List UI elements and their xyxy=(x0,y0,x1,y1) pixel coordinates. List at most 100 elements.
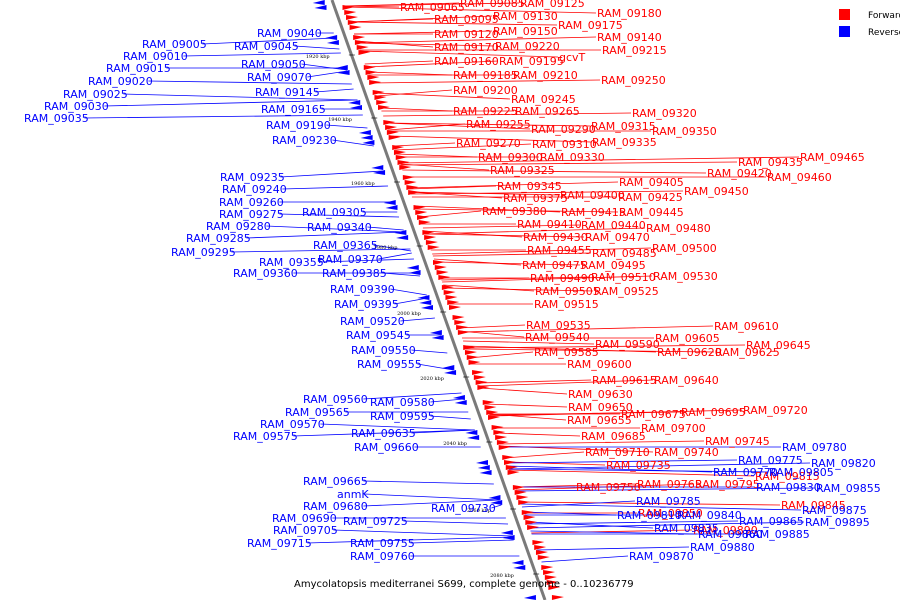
reverse-gene-glyph xyxy=(488,495,501,500)
gene-label-RAM_09165: RAM_09165 xyxy=(261,103,326,116)
gene-label-RAM_09230: RAM_09230 xyxy=(272,134,337,147)
gene-label-RAM_09675: RAM_09675 xyxy=(621,408,686,421)
forward-gene-glyph xyxy=(477,385,490,390)
gene-label-RAM_09140: RAM_09140 xyxy=(597,31,662,44)
gene-label-RAM_09415: RAM_09415 xyxy=(561,206,626,219)
forward-gene-glyph xyxy=(402,175,415,180)
gene-label-RAM_09645: RAM_09645 xyxy=(746,339,811,352)
forward-gene-glyph xyxy=(518,500,531,505)
reverse-gene-glyph xyxy=(335,65,348,70)
forward-gene-glyph xyxy=(521,510,534,515)
gene-label-RAM_09330: RAM_09330 xyxy=(540,151,605,164)
leader-line xyxy=(516,487,816,492)
forward-gene-glyph xyxy=(463,345,476,350)
reverse-gene-glyph xyxy=(373,170,386,175)
reverse-gene-glyph xyxy=(326,40,339,45)
forward-gene-glyph xyxy=(418,220,431,225)
forward-gene-glyph xyxy=(495,435,508,440)
leader-line xyxy=(202,37,336,45)
reverse-gene-glyph xyxy=(371,165,384,170)
leader-line xyxy=(423,230,523,238)
gene-label-RAM_09180: RAM_09180 xyxy=(597,7,662,20)
gene-label-RAM_09700: RAM_09700 xyxy=(641,422,706,435)
leader-line xyxy=(307,70,348,78)
gene-label-RAM_09880: RAM_09880 xyxy=(690,541,755,554)
gene-label-RAM_09210: RAM_09210 xyxy=(513,69,578,82)
gene-label-RAM_09735: RAM_09735 xyxy=(606,459,671,472)
axis-tick-label: 2020 kbp xyxy=(420,376,444,382)
forward-gene-glyph xyxy=(464,350,477,355)
gene-label-RAM_09725: RAM_09725 xyxy=(343,515,408,528)
gene-label-RAM_09770: RAM_09770 xyxy=(713,466,778,479)
gene-label-RAM_09745: RAM_09745 xyxy=(705,435,770,448)
forward-gene-glyph xyxy=(374,95,387,100)
gene-label-RAM_09775: RAM_09775 xyxy=(738,454,803,467)
forward-gene-glyph xyxy=(452,315,465,320)
forward-gene-glyph xyxy=(438,275,451,280)
gene-label-RAM_09620: RAM_09620 xyxy=(657,346,722,359)
forward-gene-glyph xyxy=(502,455,515,460)
gene-label-RAM_09410: RAM_09410 xyxy=(517,218,582,231)
gene-label-RAM_09585: RAM_09585 xyxy=(534,346,599,359)
gene-label-RAM_09010: RAM_09010 xyxy=(123,50,188,63)
forward-gene-glyph xyxy=(372,90,385,95)
forward-gene-glyph xyxy=(417,215,430,220)
gene-label-RAM_09375: RAM_09375 xyxy=(503,192,568,205)
leader-line xyxy=(357,42,495,47)
reverse-swatch xyxy=(839,26,850,37)
forward-gene-glyph xyxy=(392,145,405,150)
forward-gene-glyph xyxy=(525,520,538,525)
leader-line xyxy=(293,429,475,437)
leader-line xyxy=(246,231,405,239)
leader-line xyxy=(326,124,368,129)
reverse-gene-glyph xyxy=(408,270,421,275)
leader-line xyxy=(411,429,475,434)
reverse-gene-glyph xyxy=(479,470,492,475)
gene-label-RAM_09355: RAM_09355 xyxy=(259,256,324,269)
gene-label-RAM_09780: RAM_09780 xyxy=(782,441,847,454)
leader-line xyxy=(380,107,453,112)
reverse-gene-glyph xyxy=(454,400,467,405)
gene-label-RAM_09885: RAM_09885 xyxy=(745,528,810,541)
gene-label-RAM_09795: RAM_09795 xyxy=(695,478,760,491)
gene-label-RAM_09570: RAM_09570 xyxy=(260,418,325,431)
forward-gene-glyph xyxy=(346,15,359,20)
leader-line xyxy=(390,135,592,143)
forward-gene-glyph xyxy=(365,70,378,75)
gene-label-RAM_09845: RAM_09845 xyxy=(781,499,846,512)
leader-line xyxy=(508,462,811,470)
leader-line xyxy=(282,185,389,190)
gene-label-RAM_09445: RAM_09445 xyxy=(619,206,684,219)
gene-label-anmK: anmK xyxy=(337,488,369,501)
gene-label-RAM_09895: RAM_09895 xyxy=(805,516,870,529)
reverse-gene-glyph xyxy=(490,500,503,505)
axis-tick-label: 1920 kbp xyxy=(306,54,330,60)
leader-line xyxy=(442,275,653,283)
forward-swatch xyxy=(839,9,850,20)
gene-label-RAM_09615: RAM_09615 xyxy=(592,374,657,387)
forward-gene-glyph xyxy=(347,20,360,25)
leader-line xyxy=(408,181,619,189)
gene-label-RAM_09425: RAM_09425 xyxy=(618,191,683,204)
gene-label-RAM_09890: RAM_09890 xyxy=(693,524,758,537)
gene-label-RAM_09440: RAM_09440 xyxy=(581,219,646,232)
forward-gene-glyph xyxy=(544,575,557,580)
reverse-gene-glyph xyxy=(420,305,433,310)
gene-label-RAM_09195: RAM_09195 xyxy=(499,55,564,68)
gene-label-RAM_09095: RAM_09095 xyxy=(434,13,499,26)
gene-label-RAM_09655: RAM_09655 xyxy=(567,414,632,427)
leader-line xyxy=(458,324,526,329)
forward-gene-glyph xyxy=(496,440,509,445)
gene-label-RAM_09455: RAM_09455 xyxy=(527,244,592,257)
forward-gene-glyph xyxy=(404,180,417,185)
forward-gene-glyph xyxy=(505,465,518,470)
gene-label-RAM_09265: RAM_09265 xyxy=(515,105,580,118)
reverse-gene-glyph xyxy=(477,465,490,470)
leader-line xyxy=(364,60,434,65)
gene-label-RAM_09705: RAM_09705 xyxy=(273,524,338,537)
gene-label-RAM_09485: RAM_09485 xyxy=(592,247,657,260)
reverse-gene-glyph xyxy=(348,100,361,105)
axis-ticks: 1920 kbp 1940 kbp 1960 kbp 1980 kbp 2000 kbp… xyxy=(306,54,540,579)
forward-gene-glyph xyxy=(427,245,440,250)
gene-label-RAM_09840: RAM_09840 xyxy=(677,509,742,522)
